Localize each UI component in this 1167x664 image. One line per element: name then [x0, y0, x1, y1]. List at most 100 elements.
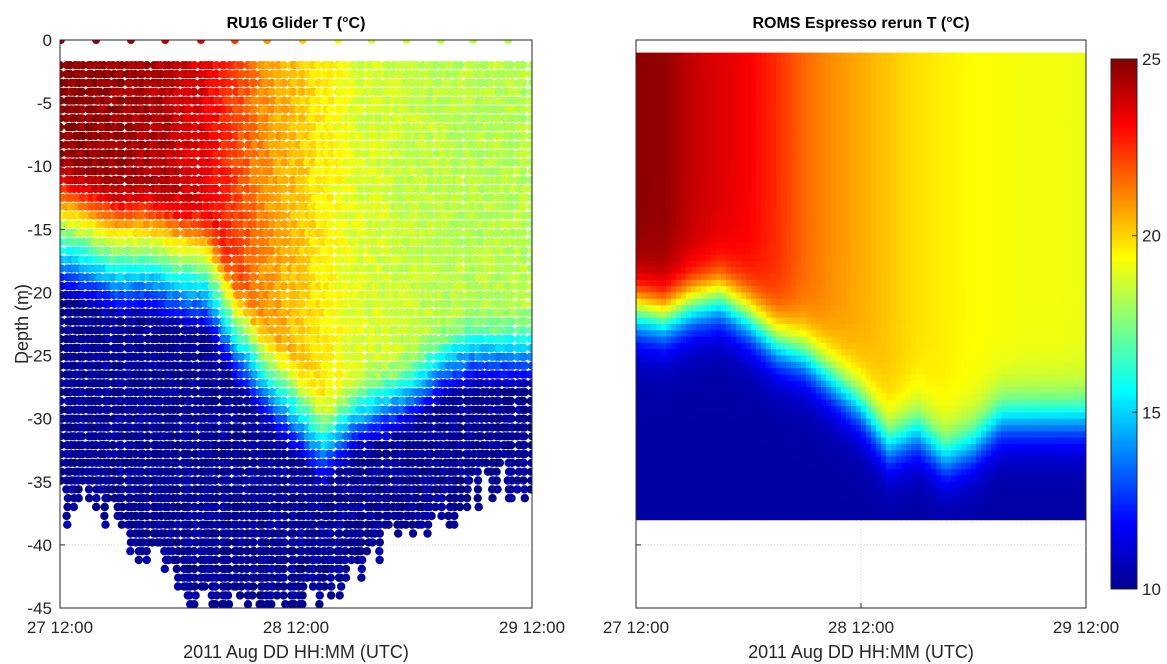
glider-point [103, 379, 112, 388]
glider-point [190, 246, 199, 255]
glider-point [190, 122, 200, 132]
glider-point [137, 211, 147, 220]
glider-point [100, 511, 109, 521]
glider-point [108, 140, 118, 149]
glider-point [173, 317, 182, 326]
glider-point [326, 591, 336, 600]
glider-point [116, 246, 126, 255]
glider-point [143, 441, 152, 450]
glider-point [279, 573, 288, 582]
glider-point [116, 361, 126, 370]
glider-point [60, 396, 65, 406]
glider-point [357, 573, 366, 582]
glider-point [211, 423, 220, 432]
glider-point [142, 547, 151, 556]
glider-point [173, 423, 182, 432]
glider-point [151, 175, 161, 185]
glider-point [116, 96, 126, 105]
glider-point [167, 441, 177, 450]
glider-point [143, 485, 152, 494]
glider-point [326, 361, 335, 370]
glider-point [423, 529, 432, 538]
glider-point [190, 131, 200, 141]
glider-point [84, 485, 94, 494]
glider-point [125, 299, 135, 308]
glider-point [117, 211, 127, 220]
glider-point [356, 441, 366, 450]
glider-point [224, 600, 234, 608]
glider-point [190, 494, 200, 503]
glider-point [425, 149, 435, 158]
glider-point [172, 131, 181, 141]
glider-point [236, 140, 245, 149]
glider-point [95, 396, 104, 406]
glider-point [375, 555, 384, 565]
glider-point [173, 105, 183, 114]
glider-point [103, 414, 112, 423]
glider-point [117, 281, 126, 291]
glider-point [172, 555, 182, 565]
glider-point [172, 237, 181, 247]
glider-point [384, 520, 393, 529]
glider-point [172, 264, 181, 273]
glider-point [65, 131, 75, 141]
glider-point [142, 60, 151, 70]
glider-point [95, 273, 105, 282]
glider-point [167, 432, 176, 441]
glider-point [374, 432, 383, 441]
glider-point [223, 255, 232, 264]
glider-point [243, 609, 251, 617]
glider-point [326, 352, 335, 361]
glider-point [189, 343, 199, 353]
glider-point [109, 476, 118, 485]
glider-point [189, 69, 199, 79]
glider-point [63, 494, 73, 503]
glider-point [189, 290, 199, 300]
glider-point [249, 538, 258, 547]
glider-point [211, 317, 221, 326]
glider-point [279, 211, 288, 220]
glider-point [172, 69, 181, 79]
glider-point [356, 69, 366, 79]
glider-point [60, 467, 66, 476]
glider-point [138, 299, 147, 308]
glider-point [326, 396, 336, 406]
glider-point [118, 299, 127, 308]
glider-point [356, 105, 365, 114]
glider-point [173, 432, 182, 441]
glider-point [109, 237, 118, 247]
glider-point [190, 573, 199, 582]
glider-point [173, 520, 182, 529]
glider-point [223, 591, 233, 600]
glider-point [298, 600, 307, 608]
glider-point [173, 379, 183, 388]
glider-point [117, 87, 127, 97]
glider-point [224, 308, 233, 317]
glider-point [143, 502, 152, 512]
glider-point [279, 564, 288, 574]
glider-point [116, 441, 126, 450]
glider-scatter [60, 40, 532, 617]
glider-point [173, 308, 183, 317]
glider-point [184, 273, 194, 282]
glider-point [212, 211, 221, 220]
glider-point [172, 414, 181, 423]
glider-point [423, 520, 433, 529]
glider-point [184, 449, 193, 459]
glider-point [142, 105, 151, 114]
glider-point [137, 69, 147, 79]
glider-point [77, 432, 87, 441]
glider-point [267, 600, 276, 608]
glider-title: RU16 Glider T (°C) [227, 15, 366, 32]
glider-point [211, 290, 220, 300]
glider-point [326, 547, 335, 556]
glider-point [296, 609, 304, 617]
glider-point [211, 237, 220, 247]
glider-point [356, 352, 366, 361]
glider-point [212, 78, 221, 88]
glider-point [137, 202, 146, 211]
glider-point [173, 529, 182, 538]
glider-point [327, 582, 336, 591]
glider-point [167, 105, 177, 114]
glider-point [104, 78, 113, 88]
